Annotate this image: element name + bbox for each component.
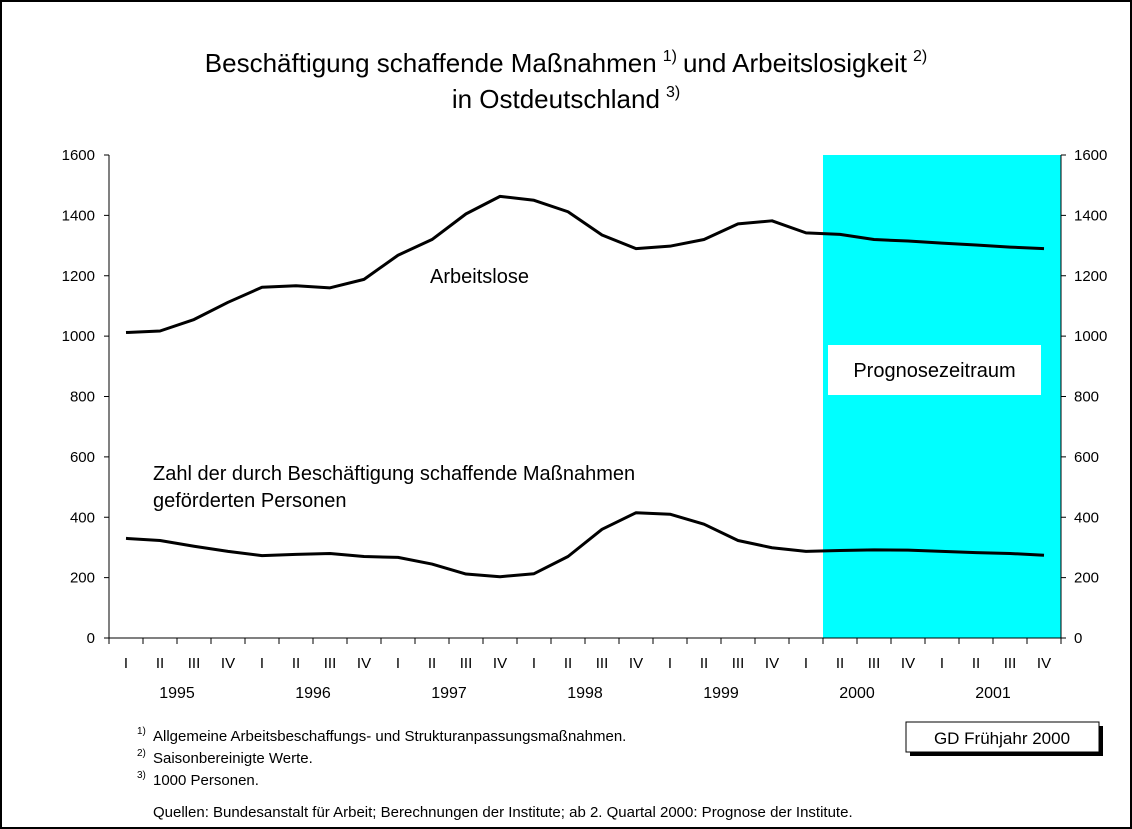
year-label: 1998 (567, 685, 603, 702)
y2-tick-label: 1000 (1074, 328, 1107, 345)
y-tick-label: 1400 (62, 207, 95, 224)
x-tick-label: IV (1037, 655, 1051, 672)
footnote-mark: 3) (137, 770, 146, 781)
x-tick-label: I (124, 655, 128, 672)
title-footnote-mark: 3) (666, 84, 680, 101)
y-tick-label: 400 (70, 509, 95, 526)
forecast-label: Prognosezeitraum (853, 360, 1015, 382)
chart-title: in Ostdeutschland 3) (452, 84, 680, 114)
x-tick-label: IV (901, 655, 915, 672)
x-tick-label: II (564, 655, 572, 672)
badge-text: GD Frühjahr 2000 (934, 729, 1070, 748)
x-tick-label: III (1004, 655, 1017, 672)
x-tick-label: II (156, 655, 164, 672)
footnote-text: 1000 Personen. (153, 772, 259, 789)
y2-tick-label: 1400 (1074, 207, 1107, 224)
y-tick-label: 1000 (62, 328, 95, 345)
y2-tick-label: 1600 (1074, 147, 1107, 164)
year-label: 1996 (295, 685, 331, 702)
x-tick-label: IV (221, 655, 235, 672)
x-tick-label: I (668, 655, 672, 672)
title-text: und Arbeitslosigkeit (683, 48, 908, 78)
y-tick-label: 600 (70, 449, 95, 466)
y2-tick-label: 400 (1074, 509, 1099, 526)
y2-tick-label: 200 (1074, 570, 1099, 587)
forecast-label-box (828, 345, 1041, 395)
footnote-text: Allgemeine Arbeitsbeschaffungs- und Stru… (153, 728, 626, 745)
y2-tick-label: 0 (1074, 630, 1082, 647)
y2-tick-label: 600 (1074, 449, 1099, 466)
x-tick-label: III (596, 655, 609, 672)
series-label: geförderten Personen (153, 490, 346, 512)
y-tick-label: 1600 (62, 147, 95, 164)
x-tick-label: I (940, 655, 944, 672)
title-footnote-mark: 1) (663, 48, 677, 65)
line (125, 511, 1045, 579)
source: Quellen: Bundesanstalt für Arbeit; Berec… (153, 804, 853, 821)
year-label: 2000 (839, 685, 875, 702)
footnote-mark: 1) (137, 726, 146, 737)
x-tick-label: IV (493, 655, 507, 672)
x-tick-label: II (292, 655, 300, 672)
y-tick-label: 0 (87, 630, 95, 647)
title-footnote-mark: 2) (913, 48, 927, 65)
badge-box (905, 721, 1100, 753)
series-label: Zahl der durch Beschäftigung schaffende … (153, 463, 635, 485)
forecast-area (823, 155, 1061, 638)
year-label: 2001 (975, 685, 1011, 702)
x-tick-label: I (260, 655, 264, 672)
footnote-text: Saisonbereinigte Werte. (153, 750, 313, 767)
x-tick-label: II (428, 655, 436, 672)
x-tick-label: IV (765, 655, 779, 672)
x-tick-label: I (804, 655, 808, 672)
year-label: 1999 (703, 685, 739, 702)
year-label: 1995 (159, 685, 195, 702)
x-tick-label: III (868, 655, 881, 672)
x-tick-label: III (324, 655, 337, 672)
y2-tick-label: 800 (1074, 389, 1099, 406)
x-tick-label: III (732, 655, 745, 672)
line (125, 194, 1045, 335)
title-text: Beschäftigung schaffende Maßnahmen (205, 48, 657, 78)
x-tick-label: IV (357, 655, 371, 672)
x-tick-label: III (460, 655, 473, 672)
x-tick-label: I (396, 655, 400, 672)
y-tick-label: 200 (70, 570, 95, 587)
series-label: Arbeitslose (430, 266, 529, 288)
y2-tick-label: 1200 (1074, 268, 1107, 285)
x-tick-label: II (836, 655, 844, 672)
y-tick-label: 800 (70, 389, 95, 406)
footnote-mark: 2) (137, 748, 146, 759)
title-text: in Ostdeutschland (452, 84, 660, 114)
x-tick-label: II (972, 655, 980, 672)
y-tick-label: 1200 (62, 268, 95, 285)
x-tick-label: I (532, 655, 536, 672)
year-label: 1997 (431, 685, 467, 702)
x-tick-label: III (188, 655, 201, 672)
chart-title: Beschäftigung schaffende Maßnahmen 1) und … (205, 48, 927, 78)
x-tick-label: IV (629, 655, 643, 672)
x-tick-label: II (700, 655, 708, 672)
